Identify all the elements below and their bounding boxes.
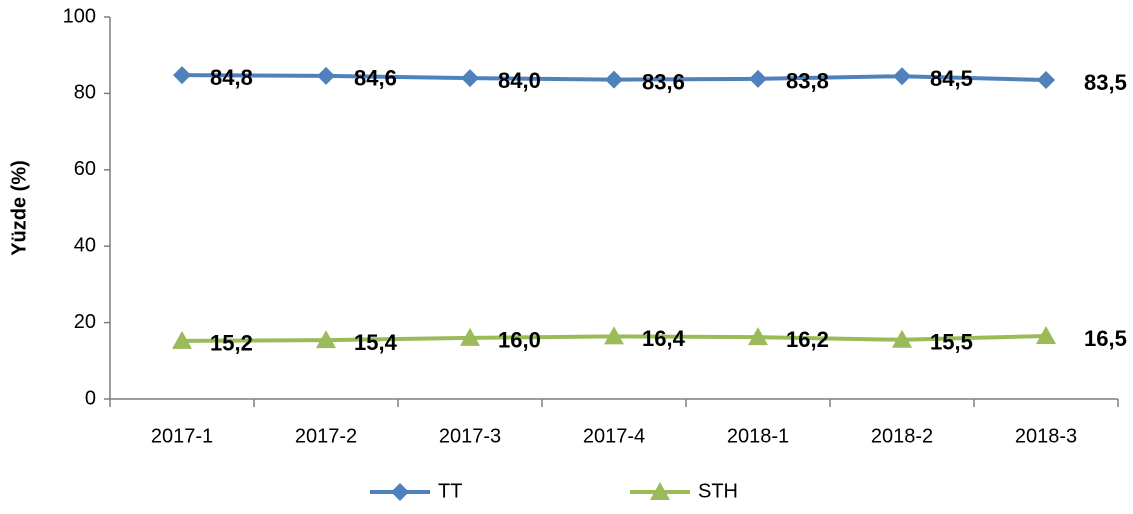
data-label: 15,2 <box>210 331 253 356</box>
x-tick-label: 2017-3 <box>439 425 501 447</box>
marker <box>1037 71 1055 90</box>
marker <box>604 326 624 345</box>
data-label: 84,8 <box>210 65 253 90</box>
marker <box>317 66 335 85</box>
data-label: 83,5 <box>1084 70 1127 95</box>
y-tick-label: 100 <box>63 5 96 27</box>
y-tick-label: 20 <box>74 311 96 333</box>
y-tick-label: 40 <box>74 234 96 256</box>
marker <box>1036 325 1056 344</box>
marker <box>172 330 192 349</box>
data-label: 16,4 <box>642 326 686 351</box>
marker <box>605 70 623 89</box>
marker <box>748 327 768 346</box>
data-label: 84,0 <box>498 68 541 93</box>
marker <box>461 69 479 88</box>
data-label: 15,4 <box>354 330 398 355</box>
x-tick-label: 2017-1 <box>151 425 213 447</box>
y-tick-label: 80 <box>74 82 96 104</box>
legend-label: TT <box>438 480 462 502</box>
data-label: 84,6 <box>354 66 397 91</box>
x-tick-label: 2018-1 <box>727 425 789 447</box>
marker <box>316 330 336 349</box>
legend-label: STH <box>698 480 738 502</box>
marker <box>460 327 480 346</box>
x-tick-label: 2017-2 <box>295 425 357 447</box>
data-label: 16,0 <box>498 328 541 353</box>
legend-marker <box>391 483 409 501</box>
marker <box>893 67 911 86</box>
legend-marker <box>650 482 670 500</box>
x-tick-label: 2018-2 <box>871 425 933 447</box>
marker <box>892 329 912 348</box>
y-tick-label: 0 <box>85 387 96 409</box>
data-label: 84,5 <box>930 66 973 91</box>
data-label: 83,6 <box>642 69 685 94</box>
data-label: 15,5 <box>930 330 973 355</box>
data-label: 83,8 <box>786 69 829 94</box>
x-tick-label: 2018-3 <box>1015 425 1077 447</box>
x-tick-label: 2017-4 <box>583 425 645 447</box>
data-label: 16,2 <box>786 327 829 352</box>
data-label: 16,5 <box>1084 326 1127 351</box>
y-axis-label: Yüzde (%) <box>8 160 30 256</box>
y-tick-label: 60 <box>74 158 96 180</box>
marker <box>173 66 191 85</box>
marker <box>749 69 767 88</box>
